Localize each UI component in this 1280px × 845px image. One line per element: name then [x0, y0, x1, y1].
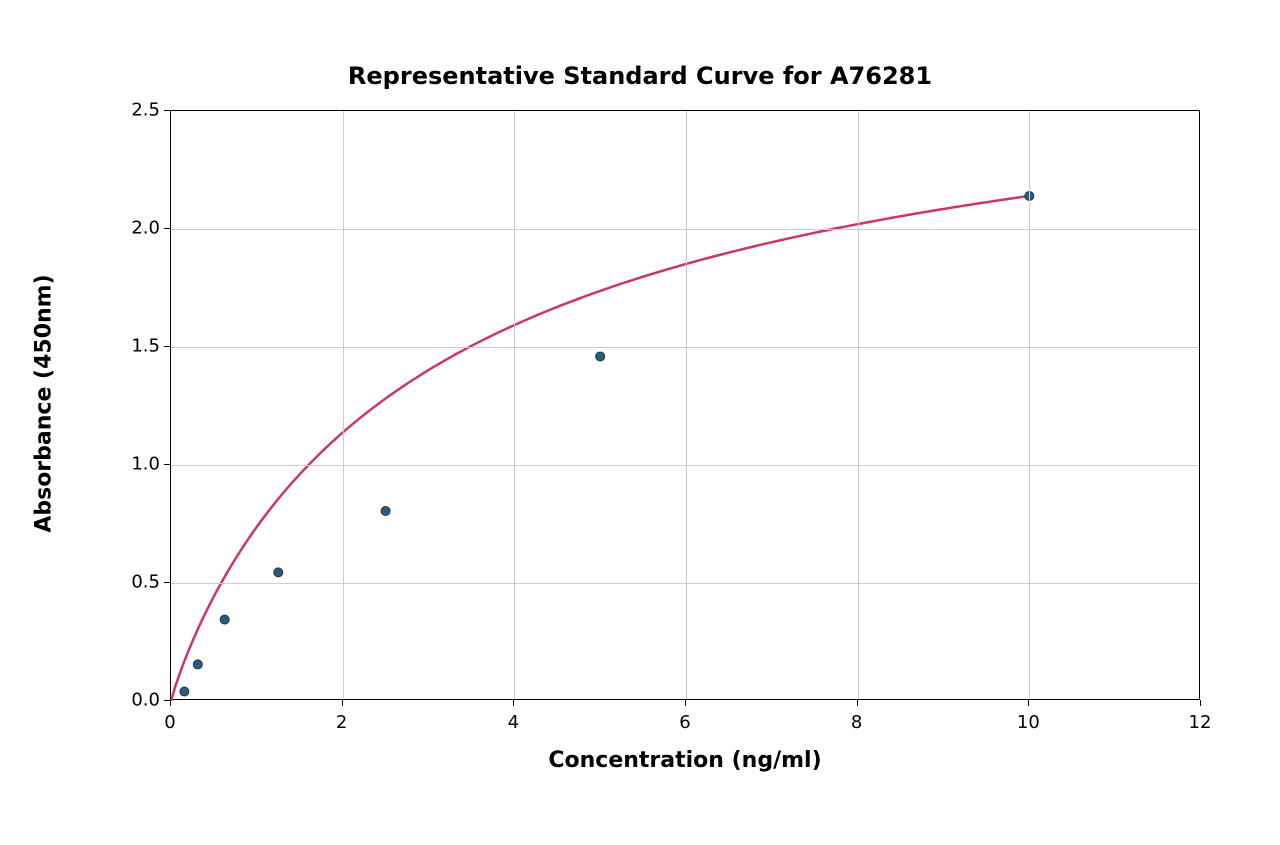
x-tick-label: 10	[1017, 712, 1040, 733]
grid-line-v	[1029, 111, 1030, 699]
x-tick	[342, 700, 343, 706]
x-tick	[685, 700, 686, 706]
grid-line-h	[171, 347, 1199, 348]
y-tick	[164, 582, 170, 583]
x-tick-label: 2	[336, 712, 347, 733]
y-tick-label: 2.5	[120, 100, 160, 121]
y-tick	[164, 700, 170, 701]
data-point	[193, 660, 202, 669]
grid-line-v	[686, 111, 687, 699]
x-tick-label: 0	[164, 712, 175, 733]
y-tick	[164, 110, 170, 111]
y-tick-label: 1.5	[120, 336, 160, 357]
x-tick-label: 6	[679, 712, 690, 733]
grid-line-v	[514, 111, 515, 699]
data-point	[274, 568, 283, 577]
data-point	[220, 615, 229, 624]
x-tick	[1028, 700, 1029, 706]
grid-line-h	[171, 583, 1199, 584]
grid-line-h	[171, 465, 1199, 466]
chart-container: Representative Standard Curve for A76281…	[0, 0, 1280, 845]
x-tick-label: 12	[1189, 712, 1212, 733]
fit-curve	[171, 196, 1029, 701]
x-tick	[513, 700, 514, 706]
data-point	[381, 507, 390, 516]
y-tick	[164, 464, 170, 465]
y-tick	[164, 228, 170, 229]
y-tick	[164, 346, 170, 347]
data-point	[596, 352, 605, 361]
x-axis-label: Concentration (ng/ml)	[170, 748, 1200, 773]
x-tick	[1200, 700, 1201, 706]
x-tick	[857, 700, 858, 706]
chart-title: Representative Standard Curve for A76281	[0, 62, 1280, 90]
y-tick-label: 0.5	[120, 572, 160, 593]
y-tick-label: 2.0	[120, 218, 160, 239]
y-axis-label: Absorbance (450nm)	[32, 109, 57, 699]
y-tick-label: 0.0	[120, 690, 160, 711]
y-tick-label: 1.0	[120, 454, 160, 475]
grid-line-v	[343, 111, 344, 699]
x-tick-label: 4	[508, 712, 519, 733]
grid-line-h	[171, 229, 1199, 230]
plot-area	[170, 110, 1200, 700]
x-tick-label: 8	[851, 712, 862, 733]
data-point	[180, 687, 189, 696]
x-tick	[170, 700, 171, 706]
grid-line-v	[858, 111, 859, 699]
